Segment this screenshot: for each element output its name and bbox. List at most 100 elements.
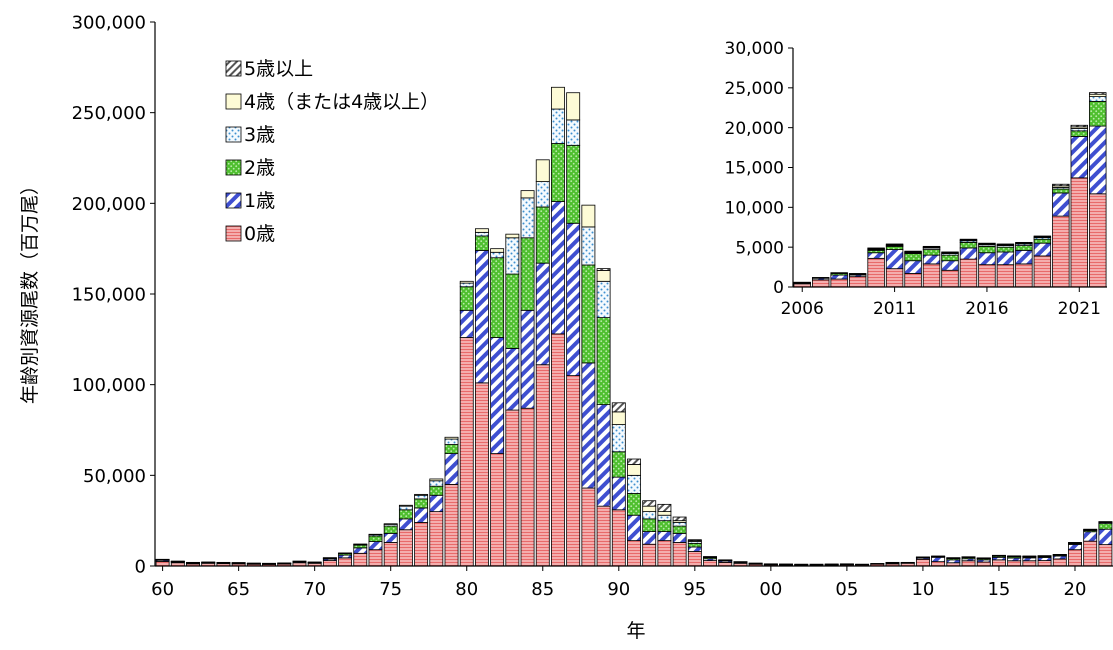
bar-segment xyxy=(170,560,185,563)
x-tick-label: 65 xyxy=(227,579,250,600)
bar-segment xyxy=(459,286,474,311)
bar-segment xyxy=(915,556,930,558)
bar-segment xyxy=(1083,540,1098,567)
bar-segment xyxy=(931,556,946,563)
bar-segment xyxy=(444,444,459,454)
bar-segment xyxy=(581,487,596,567)
bar-segment xyxy=(414,522,429,567)
legend: 5歳以上 4歳（または4歳以上） 3歳 2歳 1歳 0歳 xyxy=(225,58,439,245)
bar-segment xyxy=(535,159,550,182)
bar-segment xyxy=(867,257,885,288)
bar-segment xyxy=(976,557,991,559)
bar-segment xyxy=(1098,528,1113,546)
x-tick-label: 90 xyxy=(607,579,630,600)
bar-segment xyxy=(383,532,398,543)
bar-segment xyxy=(627,514,641,542)
bar-segment xyxy=(429,494,444,512)
bar-segment xyxy=(368,549,383,567)
bar-segment xyxy=(1033,238,1052,244)
bar-segment xyxy=(922,249,941,256)
bar-segment xyxy=(996,264,1015,288)
bar-segment xyxy=(763,563,778,565)
bar-segment xyxy=(414,507,429,523)
y-tick-label: 5,000 xyxy=(735,238,784,258)
bar-segment xyxy=(922,263,941,288)
bar-segment xyxy=(904,253,922,262)
x-tick-label: 60 xyxy=(151,579,174,600)
legend-swatch xyxy=(225,225,242,242)
bar-segment xyxy=(398,509,413,520)
y-tick-label: 200,000 xyxy=(72,194,146,215)
bar-segment xyxy=(1083,528,1098,531)
y-tick-label: 0 xyxy=(135,556,146,577)
bar-segment xyxy=(1098,523,1113,530)
bar-segment xyxy=(1070,136,1089,179)
bar-segment xyxy=(1089,193,1107,288)
bar-segment xyxy=(657,503,672,513)
bar-segment xyxy=(657,520,672,532)
bar-segment xyxy=(992,554,1006,557)
bar-segment xyxy=(520,237,535,311)
y-tick-label: 25,000 xyxy=(725,79,784,99)
bar-segment xyxy=(1052,192,1070,217)
bar-segment xyxy=(811,279,830,288)
bar-segment xyxy=(1015,249,1033,265)
x-tick-label: 2021 xyxy=(1058,299,1101,319)
bar-segment xyxy=(978,245,996,254)
bar-segment xyxy=(505,237,520,275)
bar-segment xyxy=(566,222,581,377)
bar-segment xyxy=(551,143,565,202)
legend-label: 0歳 xyxy=(244,223,275,245)
bar-segment xyxy=(292,560,307,563)
bar-segment xyxy=(718,559,733,561)
bar-segment xyxy=(687,546,702,552)
bar-segment xyxy=(505,273,520,349)
x-axis-title: 年 xyxy=(626,620,645,642)
x-tick-label: 20 xyxy=(1064,579,1087,600)
bar-segment xyxy=(201,561,216,564)
bar-segment xyxy=(703,556,717,558)
legend-swatch xyxy=(225,159,242,176)
bar-segment xyxy=(186,561,200,564)
bar-segment xyxy=(368,541,383,551)
bar-segment xyxy=(946,557,961,559)
bar-segment xyxy=(830,274,848,280)
bar-segment xyxy=(535,262,550,366)
bar-segment xyxy=(490,337,505,454)
bar-segment xyxy=(941,260,959,271)
bar-segment xyxy=(505,233,520,239)
bar-segment xyxy=(996,251,1015,266)
x-tick-label: 2011 xyxy=(873,299,916,319)
bar-segment xyxy=(748,562,763,565)
bar-segment xyxy=(672,532,687,543)
bar-segment xyxy=(642,511,657,520)
bar-segment xyxy=(959,247,978,260)
bar-segment xyxy=(490,453,505,567)
bar-segment xyxy=(904,260,922,274)
bar-segment xyxy=(830,272,848,274)
y-axis-title: 年齢別資源尾数（百万尾） xyxy=(19,176,41,404)
bar-segment xyxy=(642,505,657,513)
bar-segment xyxy=(459,280,474,284)
bar-segment xyxy=(978,242,996,245)
bar-segment xyxy=(611,402,626,413)
bar-segment xyxy=(1007,560,1022,567)
bar-segment xyxy=(383,523,398,525)
bar-segment xyxy=(703,560,717,567)
bar-segment xyxy=(490,248,505,253)
y-tick-label: 20,000 xyxy=(725,119,784,139)
bar-segment xyxy=(596,270,611,282)
bar-segment xyxy=(922,245,941,248)
bar-segment xyxy=(429,478,444,482)
bar-segment xyxy=(535,206,550,264)
y-tick-label: 0 xyxy=(773,278,784,298)
bar-segment xyxy=(885,245,904,250)
bar-segment xyxy=(915,558,930,567)
bar-segment xyxy=(1033,235,1052,238)
bar-segment xyxy=(459,309,474,338)
bar-segment xyxy=(1089,125,1107,195)
bar-segment xyxy=(338,552,353,554)
bar-segment xyxy=(1033,255,1052,288)
legend-swatch xyxy=(225,192,242,209)
